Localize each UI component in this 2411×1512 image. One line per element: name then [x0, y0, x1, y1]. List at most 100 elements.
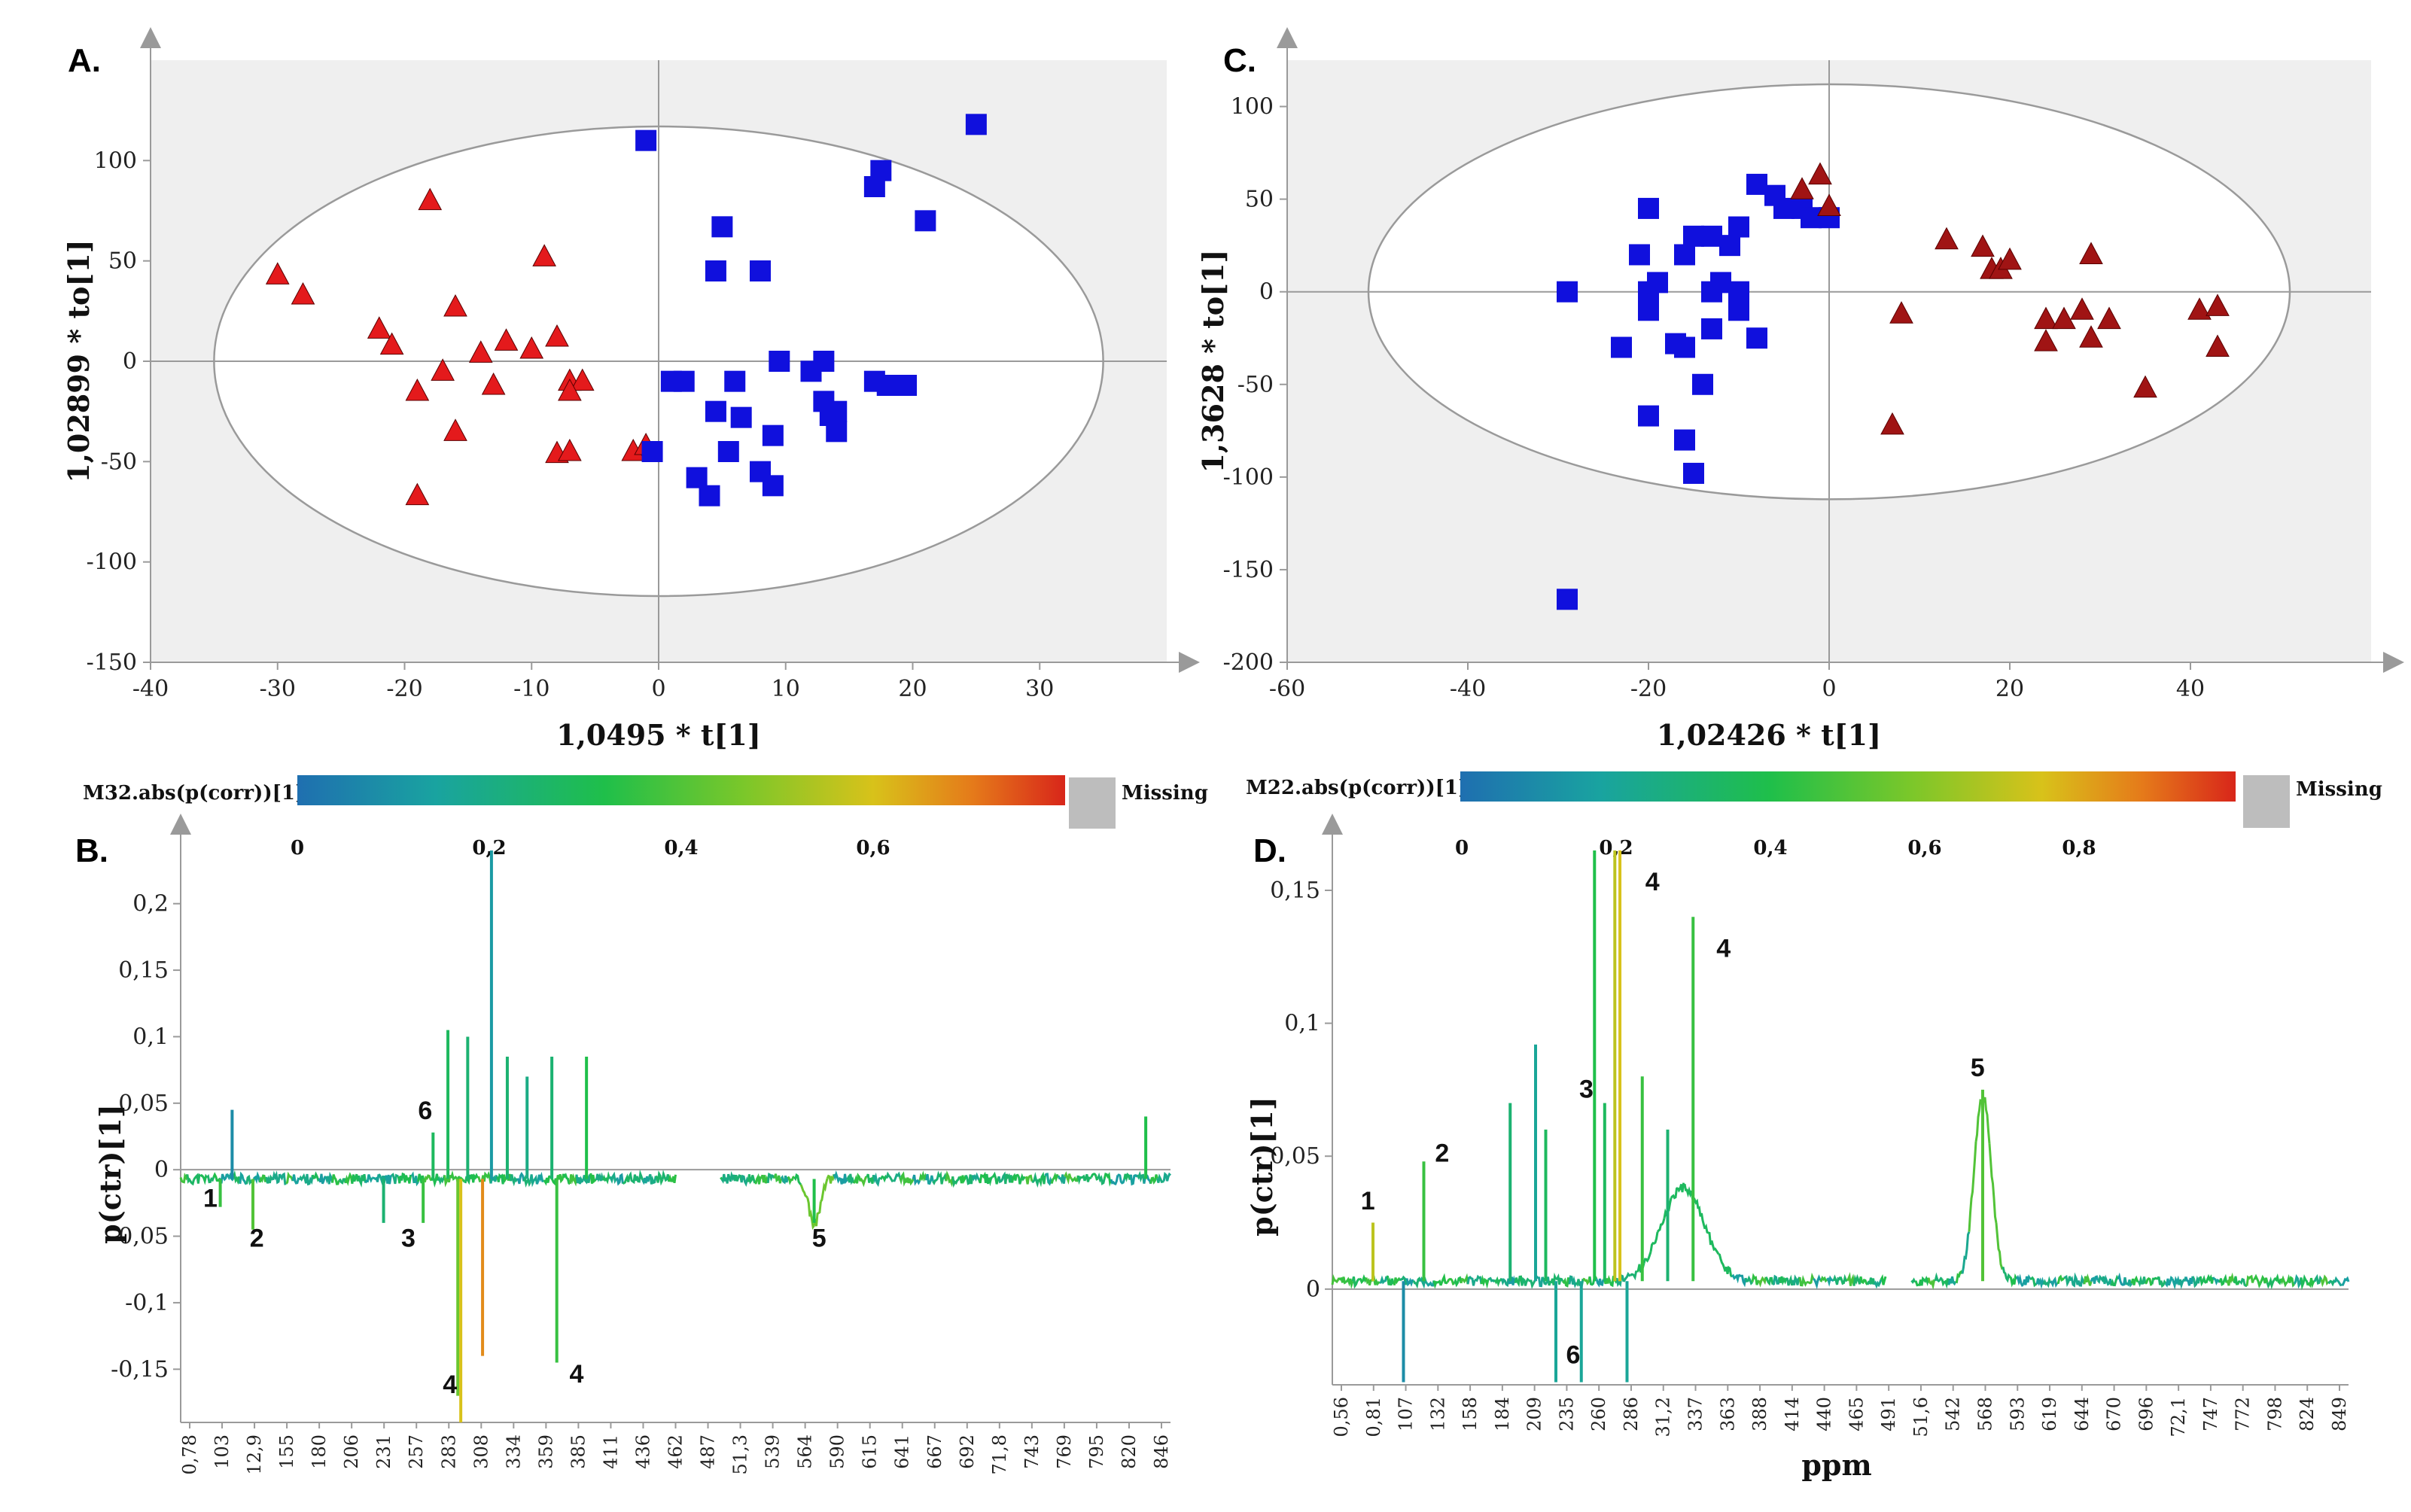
spectrum-line — [1642, 1251, 1652, 1264]
spectrum-line — [1011, 1173, 1020, 1183]
spectrum-line — [760, 1174, 769, 1184]
spectrum-line — [1772, 1274, 1781, 1286]
spectrum-line — [1528, 1279, 1537, 1289]
spectrum-line — [1136, 1170, 1146, 1184]
data-point-triangle — [2206, 294, 2230, 316]
peak-annotation: 3 — [401, 1225, 416, 1253]
spectrum-line — [535, 1171, 544, 1185]
data-point-square — [730, 406, 752, 428]
x-tick-label: 0 — [1822, 676, 1836, 702]
spectrum-line — [2015, 1273, 2024, 1287]
spectrum-line — [449, 1170, 459, 1183]
x-tick-label: 564 — [795, 1434, 816, 1469]
spectrum-line — [720, 1176, 723, 1180]
spectrum-line — [496, 1173, 506, 1185]
data-point-square — [717, 441, 739, 462]
spectrum-line — [1751, 1273, 1760, 1285]
spectrum-line — [2022, 1273, 2032, 1285]
y-tick-label: 0,05 — [1270, 1143, 1320, 1170]
data-point-triangle — [1935, 227, 1959, 250]
spectrum-line — [364, 1174, 373, 1184]
x-tick-label: 20 — [1995, 676, 2024, 702]
spectrum-line — [595, 1172, 604, 1182]
spectrum-line — [2272, 1273, 2282, 1285]
spectrum-line — [1083, 1173, 1092, 1182]
peak-annotation: 4 — [1645, 868, 1660, 896]
plot-a-y-axis-label: 1,02899 * to[1] — [62, 239, 96, 483]
x-tick-label: 10 — [772, 676, 800, 702]
data-point-triangle — [405, 378, 430, 401]
spectrum-line — [1670, 1186, 1679, 1200]
spectrum-line — [1466, 1276, 1476, 1286]
peak-annotation: 6 — [1566, 1341, 1580, 1370]
spectrum-line — [477, 1175, 486, 1183]
spectrum-line — [1724, 1265, 1734, 1278]
data-point-triangle — [2034, 329, 2058, 351]
spectrum-line — [806, 1197, 815, 1231]
colorbar-d-title: M22.abs(p(corr))[1] — [1246, 777, 1467, 799]
data-point-triangle — [379, 332, 404, 355]
y-tick-label: -150 — [87, 650, 137, 676]
spectrum-line — [258, 1174, 268, 1183]
spectrum-line — [1514, 1275, 1524, 1288]
data-point-triangle — [2097, 306, 2121, 330]
data-point-square — [965, 114, 987, 135]
spectrum-line — [1031, 1172, 1040, 1188]
data-point-triangle — [367, 316, 391, 339]
x-tick-label: 359 — [535, 1434, 556, 1469]
x-tick-label: 30 — [1025, 676, 1054, 702]
spectrum-line — [2253, 1273, 2262, 1289]
spectrum-line — [456, 1176, 466, 1183]
panel-label-b: B. — [75, 832, 108, 869]
data-point-square — [635, 129, 657, 151]
spectrum-line — [331, 1174, 340, 1185]
spectrum-line — [668, 1174, 677, 1184]
spectrum-line — [1038, 1171, 1046, 1188]
spectrum-line — [1419, 1274, 1429, 1289]
colorbar-b — [297, 775, 1065, 805]
data-point-square — [705, 400, 726, 422]
spectrum-line — [2171, 1275, 2181, 1290]
data-point-triangle — [2070, 297, 2094, 320]
data-point-square — [1801, 207, 1822, 229]
spectrum-line — [265, 1174, 274, 1184]
panel-label-c: C. — [1223, 42, 1256, 79]
x-tick-label: 308 — [470, 1434, 492, 1469]
data-point-triangle — [431, 358, 455, 381]
y-tick-label: -0,1 — [125, 1290, 169, 1316]
loading-plot-d: M22.abs(p(corr))[1] Missing 0 0,2 0,4 0,6 0,… — [1245, 771, 2382, 1482]
colorbar-tick-label: 0,6 — [1907, 837, 1941, 859]
spectrum-line — [1474, 1274, 1483, 1285]
panel-label-d: D. — [1253, 832, 1286, 869]
data-point-square — [896, 375, 918, 396]
spectrum-line — [179, 1173, 189, 1184]
spectrum-line — [1947, 1276, 1957, 1286]
x-tick-label: 436 — [632, 1434, 653, 1469]
spectrum-line — [2117, 1272, 2126, 1286]
spectrum-line — [2096, 1274, 2106, 1285]
spectrum-line — [773, 1173, 783, 1184]
x-tick-label: 209 — [1524, 1397, 1545, 1431]
spectrum-line — [2145, 1276, 2153, 1286]
spectrum-line — [1813, 1274, 1822, 1290]
spectrum-line — [1064, 1171, 1073, 1185]
data-point-triangle — [545, 324, 569, 347]
spectrum-line — [1676, 1182, 1685, 1193]
spectrum-line — [740, 1174, 750, 1188]
data-point-square — [769, 351, 790, 372]
spectrum-line — [1446, 1278, 1455, 1285]
spectrum-line — [251, 1171, 261, 1185]
spectrum-line — [410, 1171, 419, 1187]
spectrum-line — [747, 1174, 756, 1185]
x-tick-label: 158 — [1460, 1397, 1481, 1431]
x-tick-label: 491 — [1878, 1397, 1899, 1431]
x-tick-label: 231 — [373, 1434, 394, 1469]
data-point-square — [1692, 373, 1713, 395]
spectrum-line — [2333, 1276, 2343, 1287]
data-point-triangle — [2187, 297, 2212, 320]
spectrum-line — [833, 1170, 842, 1184]
data-point-square — [1683, 225, 1704, 247]
spectrum-line — [2137, 1275, 2147, 1288]
panel-label-a: A. — [68, 42, 101, 79]
